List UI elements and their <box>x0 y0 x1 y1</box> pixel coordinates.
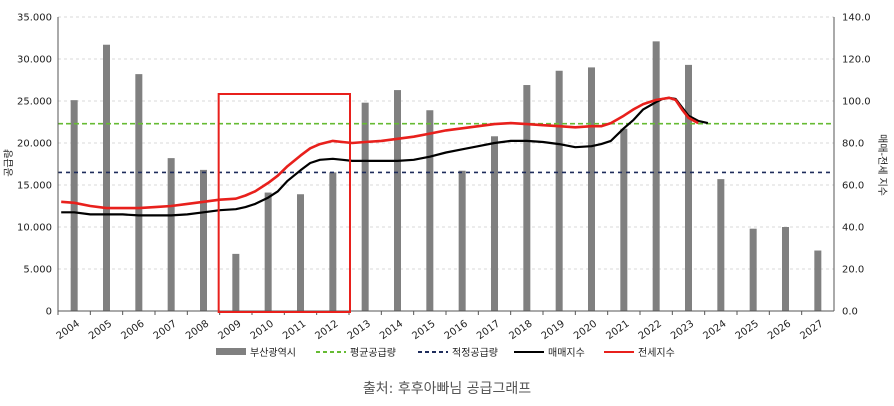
x-tick-label: 2025 <box>734 318 761 342</box>
y-right-tick-label: 20.0 <box>842 265 864 276</box>
bar <box>103 44 110 311</box>
bar <box>749 228 757 311</box>
x-tick-label: 2004 <box>55 318 82 342</box>
x-tick-label: 2026 <box>766 318 793 342</box>
x-tick-label: 2022 <box>637 318 664 342</box>
x-tick-label: 2023 <box>669 318 696 342</box>
chart: 0 5.000 10.000 15.000 20.000 25.000 30.000 35.0… <box>3 13 888 360</box>
y-right-tick-label: 140.0 <box>842 13 871 24</box>
bar <box>782 227 789 311</box>
y-left-tick-label: 10.000 <box>17 223 52 234</box>
bar <box>232 253 240 311</box>
bar <box>814 250 822 311</box>
y-right-tick-label: 0.0 <box>842 307 858 318</box>
tick-labels: 0 5.000 10.000 15.000 20.000 25.000 30.000 35.0… <box>17 13 871 343</box>
y-axis-left-label: 공급량 <box>3 149 15 177</box>
x-tick-label: 2005 <box>87 318 114 342</box>
x-tick-label: 2018 <box>507 318 534 342</box>
y-axis-right-label: 매매-전세 지수 <box>876 134 888 196</box>
bar <box>167 158 175 311</box>
source-caption: 출처: 후후아빠님 공급그래프 <box>362 381 532 397</box>
index-line <box>61 96 699 210</box>
x-tick-label: 2008 <box>184 318 211 342</box>
bar-series <box>70 41 822 312</box>
legend-label: 부산광역시 <box>250 347 296 359</box>
bar <box>426 110 434 312</box>
y-right-tick-label: 120.0 <box>842 55 871 66</box>
legend-label: 평균공급량 <box>350 347 396 359</box>
legend: 부산광역시 평균공급량 적정공급량 매매지수 전세지수 <box>216 347 675 359</box>
bar <box>394 90 401 311</box>
y-left-tick-label: 15.000 <box>17 181 52 192</box>
x-tick-label: 2020 <box>572 318 599 342</box>
bar <box>200 169 207 311</box>
reference-lines <box>58 122 834 174</box>
x-tick-label: 2006 <box>119 318 146 342</box>
x-tick-label: 2017 <box>475 318 502 342</box>
legend-label: 매매지수 <box>548 347 585 359</box>
bar <box>652 41 660 312</box>
y-right-tick-label: 60.0 <box>842 181 864 192</box>
y-right-tick-label: 100.0 <box>842 97 871 108</box>
bar <box>361 102 369 312</box>
x-tick-label: 2012 <box>313 318 340 342</box>
index-lines <box>61 96 709 217</box>
highlight-box <box>217 93 351 313</box>
bar <box>70 100 78 311</box>
bar <box>523 85 531 311</box>
x-tick-label: 2014 <box>378 318 405 342</box>
y-right-tick-label: 40.0 <box>842 223 864 234</box>
x-tick-label: 2010 <box>249 318 276 342</box>
bar <box>588 67 595 312</box>
bar <box>491 136 498 311</box>
bar <box>717 179 725 311</box>
bar <box>135 74 143 312</box>
x-tick-label: 2027 <box>798 318 825 342</box>
x-tick-label: 2016 <box>443 318 470 342</box>
bar <box>458 170 466 311</box>
y-left-tick-label: 25.000 <box>17 97 52 108</box>
bar <box>264 192 272 311</box>
y-left-tick-label: 5.000 <box>23 265 52 276</box>
bar <box>685 64 692 311</box>
legend-swatch <box>216 348 246 355</box>
y-left-tick-label: 35.000 <box>17 13 52 24</box>
x-tick-label: 2009 <box>216 318 243 342</box>
bar <box>297 194 304 311</box>
legend-label: 전세지수 <box>638 347 675 359</box>
x-tick-label: 2011 <box>281 318 308 342</box>
index-line <box>61 96 709 217</box>
x-tick-label: 2021 <box>604 318 631 342</box>
y-left-tick-label: 0 <box>46 307 52 318</box>
y-left-tick-label: 30.000 <box>17 55 52 66</box>
x-tick-label: 2019 <box>540 318 567 342</box>
x-tick-label: 2013 <box>346 318 373 342</box>
x-tick-label: 2015 <box>410 318 437 342</box>
y-right-tick-label: 80.0 <box>842 139 864 150</box>
x-tick-label: 2007 <box>152 318 179 342</box>
highlight-rect <box>217 93 351 313</box>
bar <box>329 172 337 311</box>
bar <box>620 128 628 311</box>
x-tick-label: 2024 <box>701 318 728 342</box>
legend-label: 적정공급량 <box>452 347 498 359</box>
y-left-tick-label: 20.000 <box>17 139 52 150</box>
bar <box>555 70 563 311</box>
